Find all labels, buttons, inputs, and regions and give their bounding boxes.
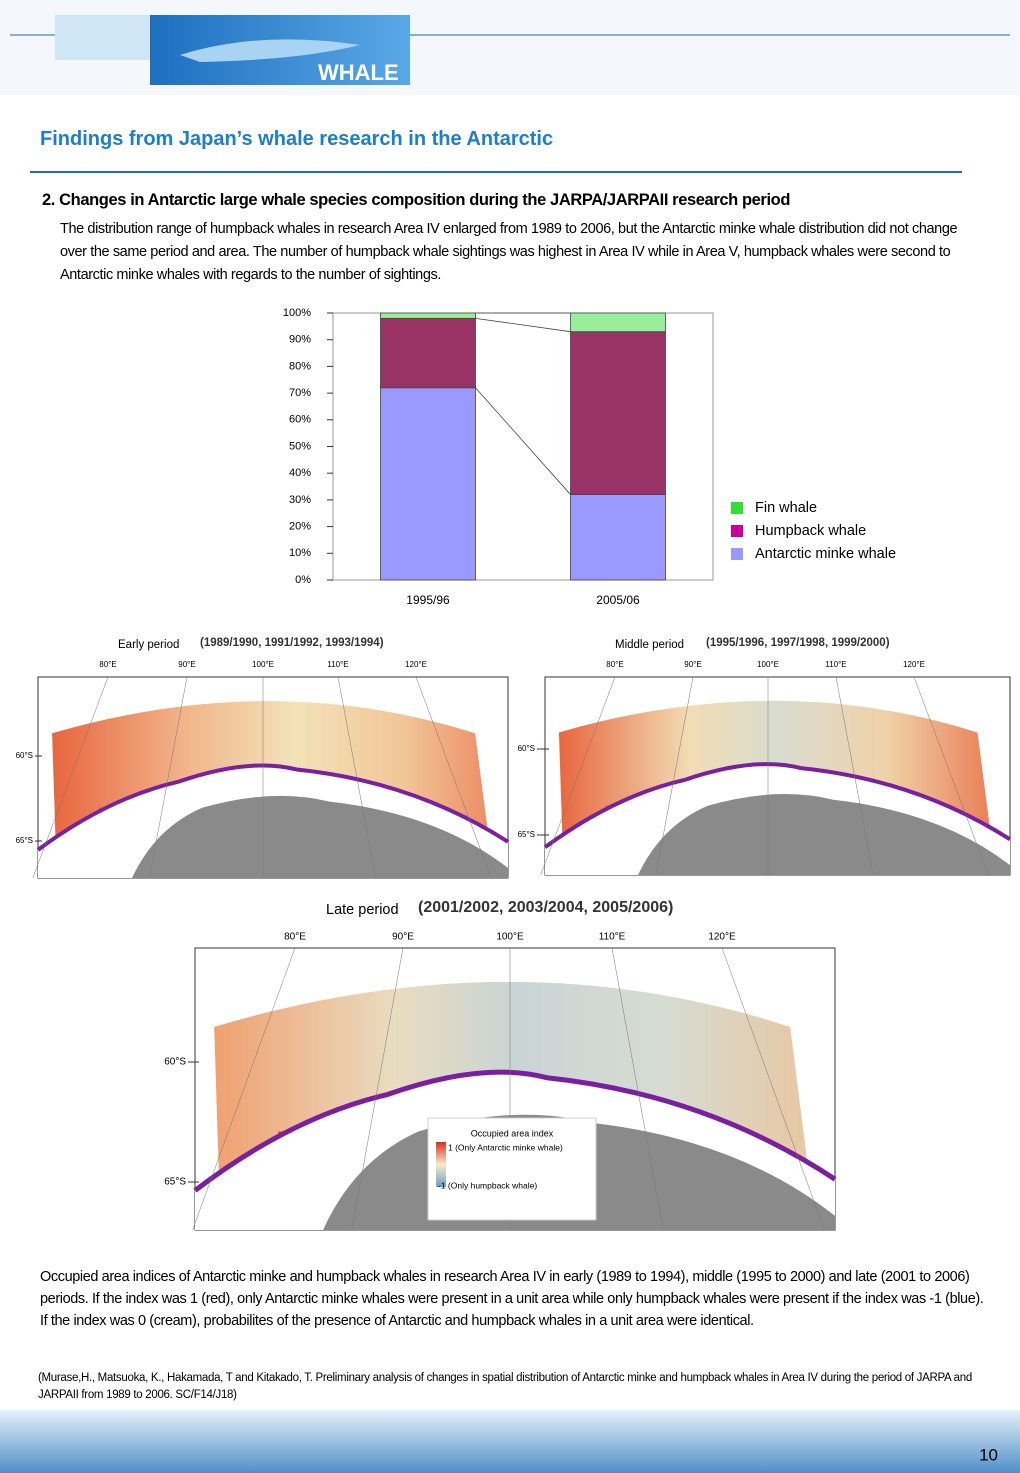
legend-swatch [731, 525, 743, 537]
longitude-label: 90°E [178, 660, 195, 669]
whale-icon [180, 39, 360, 62]
bar-segment [380, 312, 476, 319]
ice-edge [543, 762, 1012, 849]
longitude-label: 100°E [757, 660, 779, 669]
index-legend-box [427, 1117, 597, 1221]
index-low-label: -1 (Only humpback whale) [438, 1180, 537, 1190]
index-high-label: 1 (Only Antarctic minke whale) [448, 1142, 563, 1152]
longitude-label: 90°E [684, 660, 701, 669]
section-heading: 2. Changes in Antarctic large whale spec… [42, 191, 790, 209]
meridian [415, 676, 492, 879]
map-period-label: Middle period [615, 639, 684, 651]
latitude-label: 65°S [164, 1177, 186, 1188]
meridian [721, 947, 825, 1231]
latitude-label: 60°S [518, 744, 535, 753]
meridian [192, 947, 296, 1231]
x-tick-label: 1995/96 [406, 593, 450, 607]
y-tick-label: 30% [289, 494, 311, 506]
longitude-label: 100°E [496, 932, 524, 943]
meridian [351, 947, 404, 1231]
longitude-label: 110°E [327, 660, 348, 669]
legend-label: Antarctic minke whale [755, 546, 896, 562]
legend-label: Humpback whale [755, 523, 866, 539]
longitude-label: 110°E [599, 932, 626, 943]
citation: (Murase,H., Matsuoka, K., Hakamada, T an… [38, 1372, 972, 1401]
y-tick-label: 50% [289, 440, 311, 452]
bar-segment [570, 312, 666, 333]
y-tick-label: 70% [289, 387, 311, 399]
longitude-label: 90°E [392, 932, 414, 943]
ice-edge [36, 763, 510, 852]
map-period-label: Late period [326, 902, 399, 918]
longitude-label: 120°E [903, 660, 925, 669]
x-tick-label: 2005/06 [596, 593, 640, 607]
longitude-label: 80°E [606, 660, 623, 669]
latitude-label: 60°S [16, 751, 33, 760]
longitude-label: 100°E [252, 660, 274, 669]
world-map-icon [55, 15, 150, 60]
y-tick-label: 100% [283, 307, 311, 319]
meridian [835, 676, 874, 876]
latitude-label: 65°S [16, 836, 33, 845]
meridian [913, 676, 989, 876]
legend-label: Fin whale [755, 500, 817, 516]
y-tick-label: 20% [289, 521, 311, 533]
y-tick-label: 0% [295, 574, 311, 586]
longitude-label: 80°E [99, 660, 116, 669]
map-period-years: (2001/2002, 2003/2004, 2005/2006) [418, 899, 673, 916]
connector [475, 387, 571, 495]
y-tick-label: 10% [289, 547, 311, 559]
connector [475, 317, 571, 333]
logo-text: WHALE [318, 60, 399, 85]
y-tick-label: 40% [289, 467, 311, 479]
index-color-bar [436, 1142, 446, 1187]
legend-swatch [731, 502, 743, 514]
legend-swatch [731, 548, 743, 560]
longitude-label: 120°E [405, 660, 427, 669]
figure-caption: Occupied area indices of Antarctic minke… [40, 1269, 984, 1329]
continent [132, 795, 508, 878]
meridian [611, 947, 664, 1231]
section-body: The distribution range of humpback whale… [60, 221, 958, 283]
longitude-label: 80°E [284, 932, 306, 943]
bar-segment [570, 494, 666, 581]
y-tick-label: 80% [289, 360, 311, 372]
bar-segment [570, 331, 666, 495]
map-period-label: Early period [118, 639, 179, 651]
latitude-label: 60°S [164, 1057, 186, 1068]
meridian [540, 676, 616, 876]
longitude-label: 120°E [708, 932, 736, 943]
bar-segment [380, 387, 476, 581]
continent [638, 794, 1010, 875]
meridian [655, 676, 694, 876]
longitude-label: 110°E [825, 660, 846, 669]
index-legend-title: Occupied area index [471, 1128, 554, 1138]
page-number: 10 [979, 1445, 998, 1464]
page-title: Findings from Japan’s whale research in … [40, 128, 554, 150]
meridian [149, 676, 188, 879]
y-tick-label: 60% [289, 414, 311, 426]
meridian [32, 676, 109, 879]
latitude-label: 65°S [518, 830, 535, 839]
meridian [337, 676, 376, 879]
footer-wave [0, 1410, 1020, 1473]
map-period-years: (1989/1990, 1991/1992, 1993/1994) [200, 637, 384, 649]
y-tick-label: 90% [289, 334, 311, 346]
ice-edge [193, 1069, 837, 1193]
bar-segment [380, 317, 476, 389]
map-period-years: (1995/1996, 1997/1998, 1999/2000) [706, 637, 890, 649]
